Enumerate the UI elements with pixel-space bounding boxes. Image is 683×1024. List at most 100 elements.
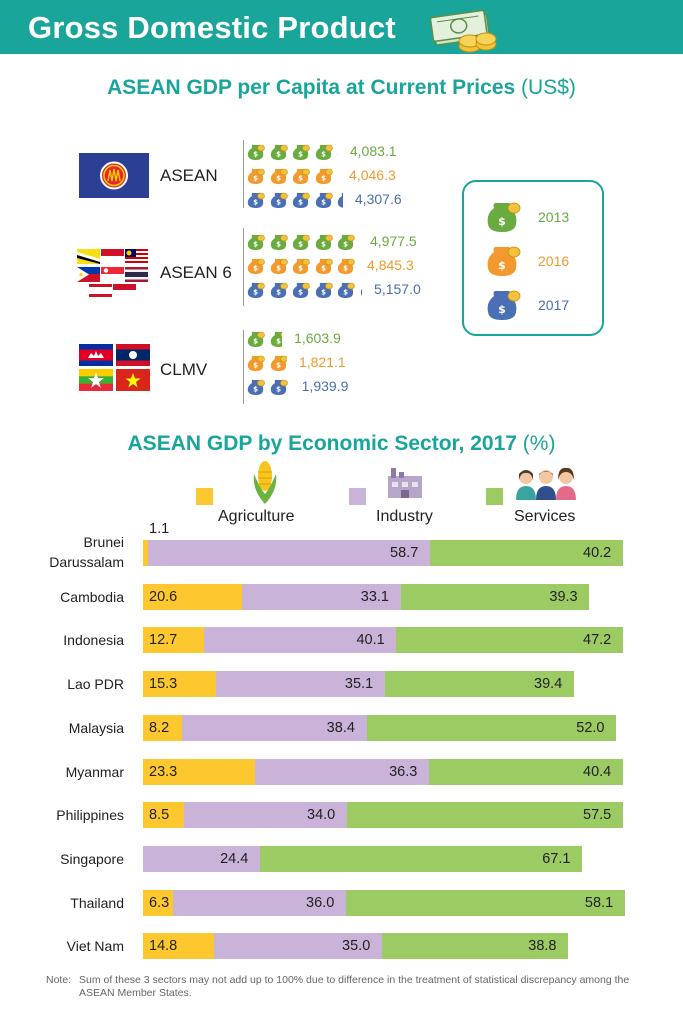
money-bag-icon: $: [247, 234, 265, 250]
bar-value-label: 20.6: [149, 588, 178, 605]
money-bag-icon: $: [270, 258, 288, 274]
svg-text:$: $: [343, 241, 348, 249]
money-bag-blue-icon: $: [487, 290, 521, 320]
pictogram-row: $ $ $ $ $ $: [246, 281, 363, 299]
people-icon: [516, 467, 576, 500]
svg-text:$: $: [498, 303, 506, 316]
country-label: Lao PDR: [67, 676, 124, 693]
bar-value-label: 40.2: [583, 545, 612, 561]
pictogram-row: $ $ $ $ $: [246, 167, 337, 185]
svg-text:$: $: [498, 259, 506, 272]
header-band: [0, 0, 683, 54]
svg-text:$: $: [276, 151, 281, 159]
money-bag-icon: $: [336, 167, 337, 185]
svg-text:$: $: [298, 151, 303, 159]
money-bag-icon: $: [337, 234, 355, 250]
svg-text:$: $: [253, 386, 258, 394]
svg-text:$: $: [253, 175, 258, 183]
legend-item-2017: $ 2017: [484, 288, 569, 324]
money-bag-icon: $: [270, 355, 287, 371]
bar-segment-industry: [203, 627, 397, 654]
money-bag-icon: $: [337, 282, 355, 298]
pictogram-value-label: 5,157.0: [374, 281, 421, 297]
bar-value-label: 24.4: [220, 850, 249, 867]
country-label: Myanmar: [65, 763, 124, 780]
money-bag-icon: $: [247, 258, 265, 274]
bar-segment-agriculture: [143, 758, 255, 785]
bar-value-label: 36.0: [306, 894, 335, 911]
svg-text:$: $: [343, 265, 348, 273]
svg-text:$: $: [498, 215, 506, 228]
bar-value-label: 40.1: [356, 632, 385, 649]
gdp-by-sector-unit: (%): [522, 432, 556, 455]
bar-value-label: 14.8: [149, 938, 178, 955]
bar-segment-services: [429, 758, 623, 785]
money-bag-icon: $: [270, 282, 288, 298]
bar-segment-agriculture: [143, 714, 183, 741]
money-bag-icon: $: [247, 144, 265, 160]
bar-value-label: 8.5: [149, 807, 170, 824]
services-swatch: [486, 488, 503, 505]
bar-segment-agriculture: [143, 627, 204, 654]
money-bag-icon: $: [315, 192, 333, 208]
group-label-clmv: CLMV: [160, 360, 208, 379]
svg-text:$: $: [276, 175, 281, 183]
group-label-asean6: ASEAN 6: [160, 263, 232, 282]
bar-value-label: 57.5: [583, 807, 612, 824]
footnote-label: Note:: [46, 974, 72, 986]
bar-value-label: 6.3: [149, 894, 170, 911]
svg-text:$: $: [298, 289, 303, 297]
money-bag-icon: $: [270, 168, 288, 184]
bar-segment-agriculture: [143, 583, 242, 610]
bar-segment-agriculture: [143, 802, 184, 829]
bar-value-label: 8.2: [149, 719, 170, 736]
legend-label-2013: 2013: [538, 209, 570, 225]
bar-segment-industry: [183, 802, 347, 829]
legend-item-2013: $ 2013: [484, 200, 569, 236]
money-bag-icon: $: [315, 234, 333, 250]
footnote-text: Sum of these 3 sectors may not add up to…: [79, 974, 630, 999]
svg-text:$: $: [298, 199, 303, 207]
country-label: Thailand: [70, 894, 124, 911]
asean6-flags-icon: [77, 249, 148, 297]
bar-segment-industry: [216, 671, 385, 698]
country-label: Malaysia: [68, 719, 124, 736]
bar-value-label: 38.4: [326, 719, 355, 736]
legend-item-2016: $ 2016: [484, 244, 569, 280]
svg-text:$: $: [276, 241, 281, 249]
pictogram-row: $ $: [246, 378, 290, 396]
pictogram-row: $ $ $ $ $: [246, 191, 343, 209]
bar-value-label: 58.1: [584, 894, 614, 911]
legend-label-2017: 2017: [538, 297, 570, 313]
group-label-asean: ASEAN: [160, 166, 218, 185]
money-bag-icon: $: [247, 192, 265, 208]
bar-segment-services: [346, 889, 625, 916]
money-stack-icon: [429, 9, 497, 53]
gdp-per-capita-title-text: ASEAN GDP per Capita at Current Prices: [107, 76, 516, 99]
money-bag-icon: $: [292, 258, 310, 274]
corn-icon: [253, 461, 277, 504]
bar-segment-agriculture: [143, 889, 174, 916]
svg-text:$: $: [253, 265, 258, 273]
money-bag-icon: $: [292, 234, 310, 250]
country-label: Philippines: [56, 807, 124, 824]
legend-label-2016: 2016: [538, 253, 570, 269]
bar-segment-agriculture: [143, 540, 149, 566]
pictogram-value-label: 4,977.5: [369, 233, 417, 249]
bar-value-label: 52.0: [576, 719, 605, 736]
money-bag-icon: $: [247, 168, 265, 184]
money-bag-icon: $: [292, 168, 310, 184]
gdp-by-sector-title: ASEAN GDP by Economic Sector, 2017 (%): [0, 432, 683, 456]
bar-value-label: 1.1: [149, 521, 170, 537]
bar-segment-services: [400, 583, 590, 610]
bar-segment-industry: [173, 889, 347, 916]
bar-value-label: 36.3: [389, 763, 418, 780]
country-label-line: Brunei: [83, 534, 124, 550]
svg-text:$: $: [276, 289, 281, 297]
country-label: Singapore: [60, 850, 124, 867]
bar-segment-services: [347, 802, 623, 829]
money-bag-icon: $: [270, 379, 288, 395]
bar-value-label: 12.7: [149, 632, 178, 649]
money-bag-icon: $: [337, 192, 343, 208]
money-bag-icon: $: [270, 234, 288, 250]
